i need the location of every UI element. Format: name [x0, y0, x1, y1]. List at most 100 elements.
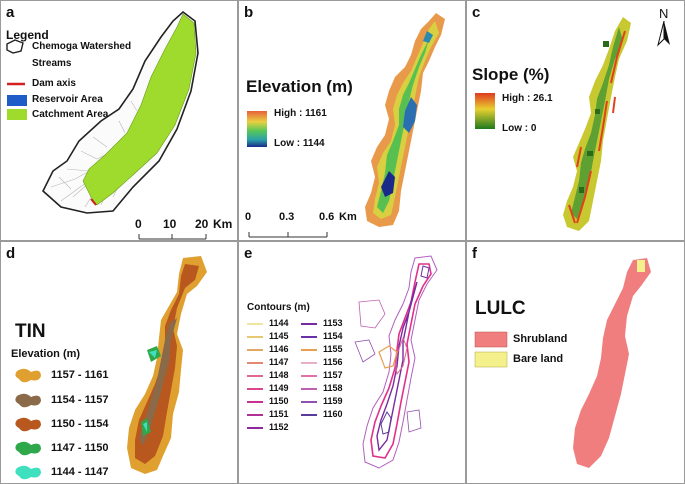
tin-legend-blob-0	[15, 368, 41, 383]
tin-class-0: 1157 - 1161	[51, 369, 109, 381]
legend-reservoir-label: Reservoir Area	[32, 94, 103, 105]
tin-class-3: 1147 - 1150	[51, 442, 109, 454]
panel-d-label: d	[6, 245, 16, 262]
contour-lines	[354, 255, 438, 469]
legend-dam-label: Dam axis	[32, 78, 76, 89]
panel-e: e Contours (m) 1144 1145 1146 1147 1148 1149 1…	[238, 241, 466, 484]
slope-steep-lines	[568, 30, 626, 224]
legend-watershed-symbol	[6, 39, 24, 54]
scale-b-tick-0: 0	[245, 211, 252, 223]
contour-label-1159: 1159	[323, 396, 343, 406]
tin-class-4: 1144 - 1147	[51, 466, 109, 478]
elevation-high: High : 1161	[274, 108, 327, 119]
lulc-map	[474, 258, 651, 468]
scale-a-tick-1: 10	[163, 217, 177, 231]
catchment-area	[82, 13, 197, 206]
tin-title: TIN	[15, 321, 46, 342]
elevation-low: Low : 1144	[274, 138, 325, 149]
contour-label-1160: 1160	[323, 409, 343, 419]
lulc-legend-bare	[474, 351, 508, 368]
contour-label-1145: 1145	[269, 331, 289, 341]
contour-label-1155: 1155	[323, 344, 343, 354]
legend-watershed-label: Chemoga Watershed	[32, 41, 132, 52]
scale-b-tick-2: 0.6	[319, 211, 335, 223]
contour-label-1148: 1148	[269, 370, 289, 380]
panel-a-label: a	[6, 4, 15, 21]
scale-a-tick-2: 20	[195, 217, 209, 231]
legend-title: Legend	[6, 28, 49, 42]
elevation-map	[247, 13, 445, 238]
panel-b-label: b	[244, 4, 254, 21]
tin-cyan-2	[143, 422, 147, 432]
lulc-shrubland	[573, 258, 651, 468]
lulc-title: LULC	[475, 298, 526, 319]
tin-map	[15, 256, 207, 480]
contour-label-1158: 1158	[323, 383, 343, 393]
elevation-ramp	[247, 111, 267, 147]
legend-reservoir-symbol	[7, 95, 27, 106]
tin-subtitle: Elevation (m)	[11, 348, 81, 360]
contour-label-1154: 1154	[323, 331, 343, 341]
dam-axis	[90, 198, 97, 206]
panel-d: d TIN Elevation (m) 1157 - 1161 1154 - 1…	[0, 241, 238, 484]
legend-catchment-symbol	[7, 109, 27, 120]
slope-green	[571, 27, 623, 219]
elevation-low	[377, 39, 429, 213]
contour-label-1146: 1146	[269, 344, 289, 354]
elevation-title: Elevation (m)	[246, 77, 353, 96]
scale-b-unit: Km	[339, 211, 357, 223]
scale-a-tick-0: 0	[135, 217, 142, 231]
contour-label-1151: 1151	[269, 409, 289, 419]
lulc-legend-shrubland	[474, 331, 508, 348]
tin-legend-blob-1	[15, 393, 41, 408]
slope-title: Slope (%)	[472, 65, 550, 84]
elevation-deep-1	[403, 97, 417, 133]
tin-legend-blob-4	[15, 465, 41, 480]
slope-low: Low : 0	[502, 123, 537, 134]
contour-label-1149: 1149	[269, 383, 289, 393]
panel-a: a Legend Chemoga Watershed Streams Dam a…	[0, 0, 238, 241]
elevation-deep-3	[423, 31, 433, 43]
contour-label-1156: 1156	[323, 357, 343, 367]
tin-legend-blob-2	[15, 417, 41, 432]
tin-mid	[139, 318, 177, 446]
contour-label-1144: 1144	[269, 318, 289, 328]
panel-e-label: e	[244, 245, 253, 262]
north-label: N	[659, 6, 669, 21]
slope-map	[475, 17, 670, 231]
slope-high: High : 26.1	[502, 93, 553, 104]
tin-class-1: 1154 - 1157	[51, 394, 109, 406]
slope-flat-patches	[579, 41, 609, 193]
panel-b: b Elevation (m) High : 1161 Low : 1144 0…	[238, 0, 466, 241]
tin-legend-blob-3	[15, 441, 41, 456]
tin-cyan-1	[149, 350, 157, 358]
lulc-bare-land	[637, 260, 645, 272]
panel-c-label: c	[472, 4, 481, 21]
tin-legend-symbols	[15, 368, 41, 480]
panel-f-label: f	[472, 245, 477, 262]
scale-a-unit: Km	[213, 217, 233, 231]
elevation-deep-2	[381, 171, 395, 197]
slope-ramp	[475, 93, 495, 129]
watershed-map	[6, 10, 207, 240]
contour-legend-swatches	[247, 323, 317, 429]
scale-bar-b	[248, 232, 328, 238]
contour-label-1157: 1157	[323, 370, 343, 380]
contour-label-1150: 1150	[269, 396, 289, 406]
contour-label-1152: 1152	[269, 422, 289, 432]
contour-label-1153: 1153	[323, 318, 343, 328]
contours-title: Contours (m)	[247, 302, 310, 313]
panel-c: c Slope (%) High : 26.1 Low : 0 N	[466, 0, 685, 241]
legend-streams-label: Streams	[32, 58, 72, 69]
contour-label-1147: 1147	[269, 357, 289, 367]
lulc-class-0: Shrubland	[513, 333, 568, 345]
scale-bar-a	[138, 234, 207, 240]
panel-f: f LULC Shrubland Bare land	[466, 241, 685, 484]
legend-catchment-label: Catchment Area	[32, 109, 109, 120]
north-arrow-icon	[657, 20, 670, 47]
lulc-class-1: Bare land	[513, 353, 564, 365]
tin-class-2: 1150 - 1154	[51, 418, 109, 430]
contour-map	[247, 255, 438, 469]
scale-b-tick-1: 0.3	[279, 211, 295, 223]
